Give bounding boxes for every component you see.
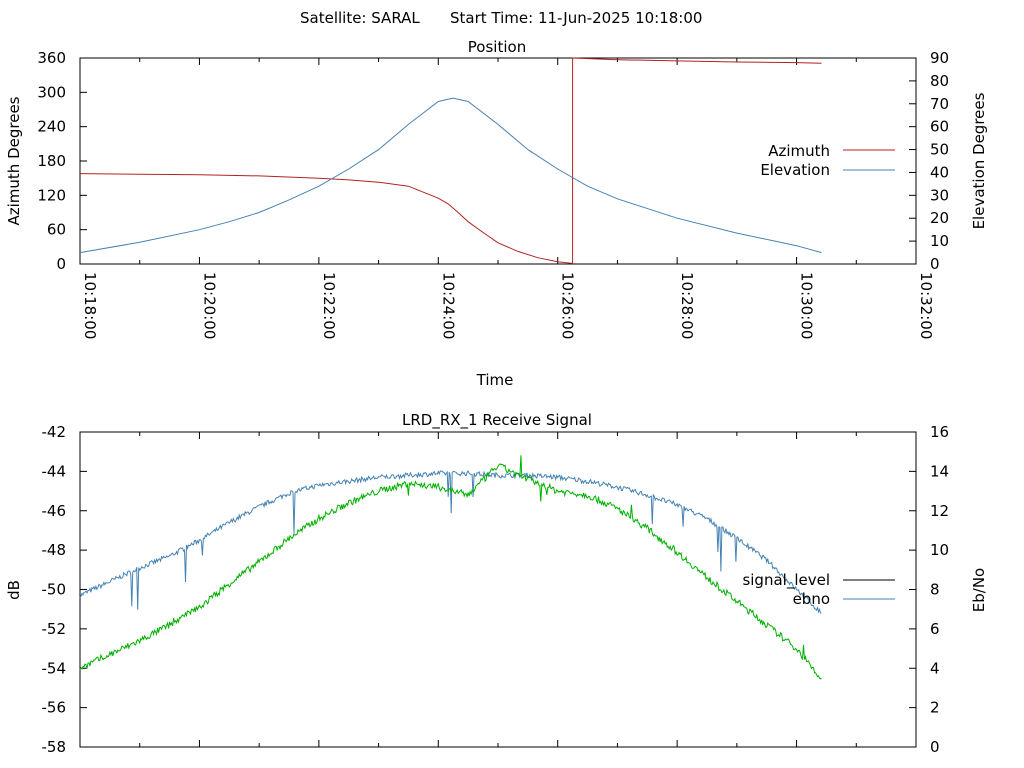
y-tick-label: -46: [42, 502, 67, 520]
y2-tick-label: 80: [930, 72, 949, 90]
series-line-signal_level: [79, 455, 822, 680]
y-tick-label: -48: [42, 541, 67, 559]
x-tick-label: 10:30:00: [798, 272, 816, 339]
y2-tick-label: 8: [930, 581, 940, 599]
series-line-elevation: [79, 97, 822, 254]
y2-tick-label: 6: [930, 620, 940, 638]
position-xlabel: Time: [476, 371, 514, 389]
y2-tick-label: 4: [930, 659, 940, 677]
y-tick-label: -54: [42, 659, 67, 677]
x-tick-label: 10:24:00: [439, 272, 457, 339]
receive-ylabel: dB: [5, 580, 23, 600]
satellite-label: Satellite: SARAL: [300, 9, 420, 27]
y2-tick-label: 90: [930, 49, 949, 67]
position-chart: Position 10:18:00 10:20:00 10:22:00 10:24:0…: [5, 38, 988, 389]
y-tick-label: -44: [42, 462, 67, 480]
y-tick-label: -58: [42, 738, 67, 756]
receive-y2label: Eb/No: [970, 568, 988, 612]
y2-tick-label: 16: [930, 423, 949, 441]
y2-tick-label: 60: [930, 118, 949, 136]
receive-chart-title: LRD_RX_1 Receive Signal: [402, 411, 592, 430]
y-tick-label: 360: [37, 49, 66, 67]
y-tick-label: 180: [37, 152, 66, 170]
y-tick-label: 0: [56, 255, 66, 273]
receive-signal-chart: LRD_RX_1 Receive Signal -58 -56 -54 -52 -50 -…: [5, 411, 988, 756]
y2-tick-label: 0: [930, 738, 940, 756]
y2-tick-label: 70: [930, 95, 949, 113]
y2-tick-label: 12: [930, 502, 949, 520]
receive-plot-frame: [79, 431, 917, 748]
y-tick-label: -56: [42, 699, 67, 717]
legend-elevation-label: Elevation: [760, 161, 830, 179]
y2-tick-label: 10: [930, 232, 949, 250]
y-tick-label: 240: [37, 118, 66, 136]
position-chart-title: Position: [468, 38, 526, 56]
y2-tick-label: 40: [930, 163, 949, 181]
y2-tick-label: 50: [930, 141, 949, 159]
legend-ebno-label: ebno: [793, 590, 830, 608]
y-tick-label: 300: [37, 83, 66, 101]
y-tick-label: -52: [42, 620, 67, 638]
y2-tick-label: 20: [930, 209, 949, 227]
x-tick-label: 10:20:00: [200, 272, 218, 339]
y-tick-label: -50: [42, 581, 67, 599]
x-tick-label: 10:18:00: [81, 272, 99, 339]
y2-tick-label: 0: [930, 255, 940, 273]
series-line-ebno: [79, 469, 822, 614]
y-tick-label: -42: [42, 423, 67, 441]
x-tick-label: 10:26:00: [559, 272, 577, 339]
position-ylabel: Azimuth Degrees: [5, 96, 23, 225]
position-legend: Azimuth Elevation: [760, 142, 895, 179]
y-tick-label: 120: [37, 186, 66, 204]
start-time-label: Start Time: 11-Jun-2025 10:18:00: [450, 9, 702, 27]
position-y2label: Elevation Degrees: [970, 92, 988, 229]
x-tick-label: 10:32:00: [917, 272, 935, 339]
y2-tick-label: 14: [930, 462, 949, 480]
y2-tick-label: 30: [930, 186, 949, 204]
series-line-azimuth: [79, 57, 822, 264]
y-tick-label: 60: [47, 221, 66, 239]
y2-tick-label: 10: [930, 541, 949, 559]
receive-legend: signal_level ebno: [742, 571, 895, 608]
legend-signal-level-label: signal_level: [742, 571, 830, 590]
x-tick-label: 10:28:00: [678, 272, 696, 339]
x-tick-label: 10:22:00: [320, 272, 338, 339]
legend-azimuth-label: Azimuth: [768, 142, 830, 160]
y2-tick-label: 2: [930, 699, 940, 717]
